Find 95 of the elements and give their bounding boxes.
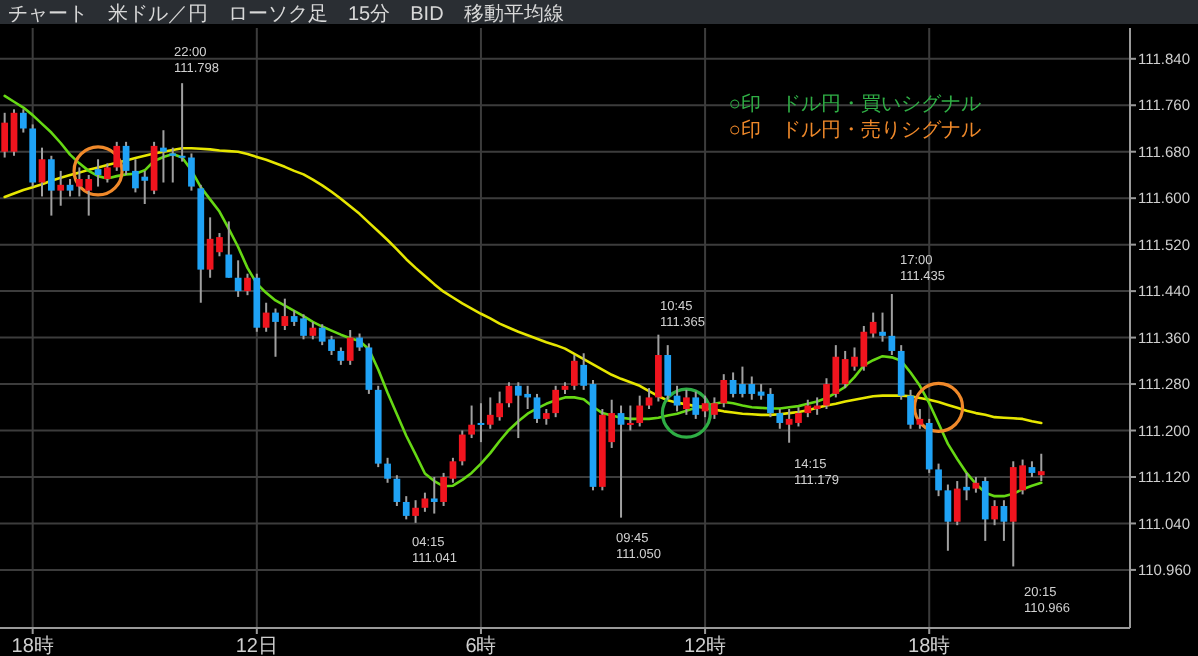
candlestick — [552, 384, 560, 419]
candlestick — [645, 387, 653, 411]
candlestick — [869, 311, 877, 339]
candlestick — [1019, 458, 1026, 496]
candlestick — [944, 483, 952, 552]
candlestick — [1000, 499, 1008, 542]
candlestick — [832, 344, 840, 399]
candlestick — [795, 406, 802, 428]
candlestick — [141, 169, 149, 205]
candlestick — [328, 334, 335, 357]
candlestick — [533, 392, 541, 424]
candlestick — [776, 408, 784, 430]
candlestick — [580, 352, 588, 391]
candlestick — [76, 166, 83, 198]
candlestick — [38, 146, 46, 198]
candlestick — [85, 173, 93, 217]
candlestick — [617, 404, 625, 519]
candlestick — [113, 140, 121, 172]
candlestick — [981, 475, 989, 542]
candlestick — [48, 154, 55, 217]
candlestick — [458, 429, 466, 467]
candlestick — [234, 259, 242, 298]
candlestick — [272, 307, 279, 358]
candlestick — [739, 365, 746, 399]
candlestick — [216, 232, 223, 258]
candlestick — [449, 456, 457, 484]
candlestick — [468, 404, 475, 440]
candlestick — [365, 342, 373, 395]
candlestick — [421, 491, 429, 513]
candlestick — [860, 324, 868, 372]
candlestick — [440, 471, 447, 508]
candlestick — [477, 402, 485, 444]
candlestick — [346, 329, 354, 366]
candlestick — [907, 388, 914, 430]
candlestick — [178, 82, 186, 163]
xtick: 12日 — [235, 636, 278, 656]
candlestick — [206, 216, 214, 279]
candlestick — [692, 390, 700, 420]
candlestick — [711, 396, 718, 420]
candlestick — [384, 456, 391, 484]
candlestick — [160, 129, 167, 184]
xtick: 12時 — [683, 636, 727, 656]
candlestick — [683, 388, 690, 416]
candlestick — [244, 272, 251, 297]
candlestick — [318, 323, 326, 347]
candlestick — [888, 293, 896, 357]
title: チャート 米ドル／円 ローソク足 15分 BID 移動平均線 — [8, 4, 564, 26]
candlestick — [430, 475, 438, 515]
candlestick — [262, 301, 270, 333]
candlestick — [57, 169, 65, 207]
candlestick — [169, 146, 177, 184]
candlestick — [636, 394, 644, 428]
candlestick — [496, 390, 503, 422]
candlestick — [1, 111, 9, 159]
candlestick — [991, 499, 998, 527]
candlestick — [19, 108, 27, 134]
candlestick — [823, 377, 830, 411]
candlestick — [132, 158, 139, 194]
candlestick — [514, 381, 522, 440]
candlestick — [486, 396, 494, 430]
candlestick — [412, 499, 419, 524]
candlestick — [963, 471, 970, 502]
candlestick — [524, 384, 532, 411]
legend: ○印 ドル円・売りシグナル — [728, 120, 981, 142]
candlestick — [94, 158, 102, 188]
candlestick — [897, 344, 905, 401]
candlestick — [879, 311, 886, 343]
candlestick — [767, 387, 774, 419]
candlestick — [225, 220, 233, 279]
candlestick — [785, 408, 793, 444]
candlestick — [720, 373, 728, 409]
candlestick — [935, 462, 942, 498]
candlestick — [300, 313, 307, 341]
candlestick — [281, 297, 289, 332]
candlestick — [925, 417, 933, 474]
candlestick — [916, 408, 924, 430]
candlestick — [570, 354, 578, 391]
candlestick — [953, 480, 961, 527]
candlestick — [673, 384, 681, 413]
legend: ○印 ドル円・買いシグナル — [728, 94, 981, 116]
candlestick — [664, 344, 672, 401]
candlestick — [841, 349, 849, 390]
candlestick — [851, 346, 858, 372]
xtick: 6時 — [465, 636, 497, 656]
xtick: 18時 — [11, 636, 54, 656]
candlestick — [608, 398, 616, 449]
candlestick — [104, 162, 111, 184]
candlestick — [188, 152, 195, 192]
candlestick — [627, 404, 634, 432]
candlestick — [1037, 452, 1045, 483]
candlestick — [748, 375, 756, 401]
candlestick — [655, 333, 662, 403]
xtick: 18時 — [908, 636, 951, 656]
candlestick — [402, 495, 410, 521]
candlestick — [150, 140, 158, 196]
